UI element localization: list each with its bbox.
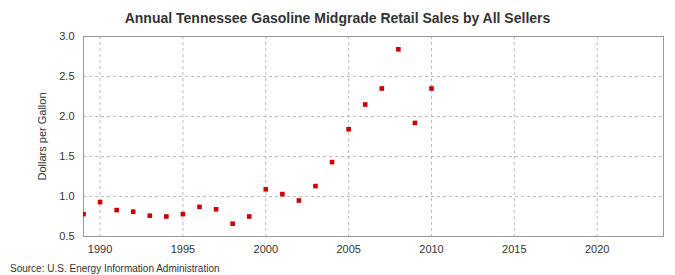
svg-text:1990: 1990 [88, 243, 112, 255]
svg-text:2015: 2015 [502, 243, 526, 255]
svg-text:3.0: 3.0 [59, 30, 74, 42]
html-text:Source: U.S. Energy Informatio: Source: U.S. Energy Information Administ… [10, 263, 220, 274]
svg-text:1.0: 1.0 [59, 190, 74, 202]
svg-text:2010: 2010 [419, 243, 443, 255]
svg-text:1995: 1995 [171, 243, 195, 255]
svg-text:2.0: 2.0 [59, 110, 74, 122]
svg-text:0.5: 0.5 [59, 230, 74, 242]
svg-text:1.5: 1.5 [59, 150, 74, 162]
svg-text:2.5: 2.5 [59, 70, 74, 82]
html-text:Annual Tennessee Gasoline Midg: Annual Tennessee Gasoline Midgrade Retai… [124, 10, 551, 26]
svg-text:2020: 2020 [585, 243, 609, 255]
svg-text:2000: 2000 [254, 243, 278, 255]
svg-text:2005: 2005 [336, 243, 360, 255]
svg-text:Dollars per Gallon: Dollars per Gallon [36, 92, 48, 180]
